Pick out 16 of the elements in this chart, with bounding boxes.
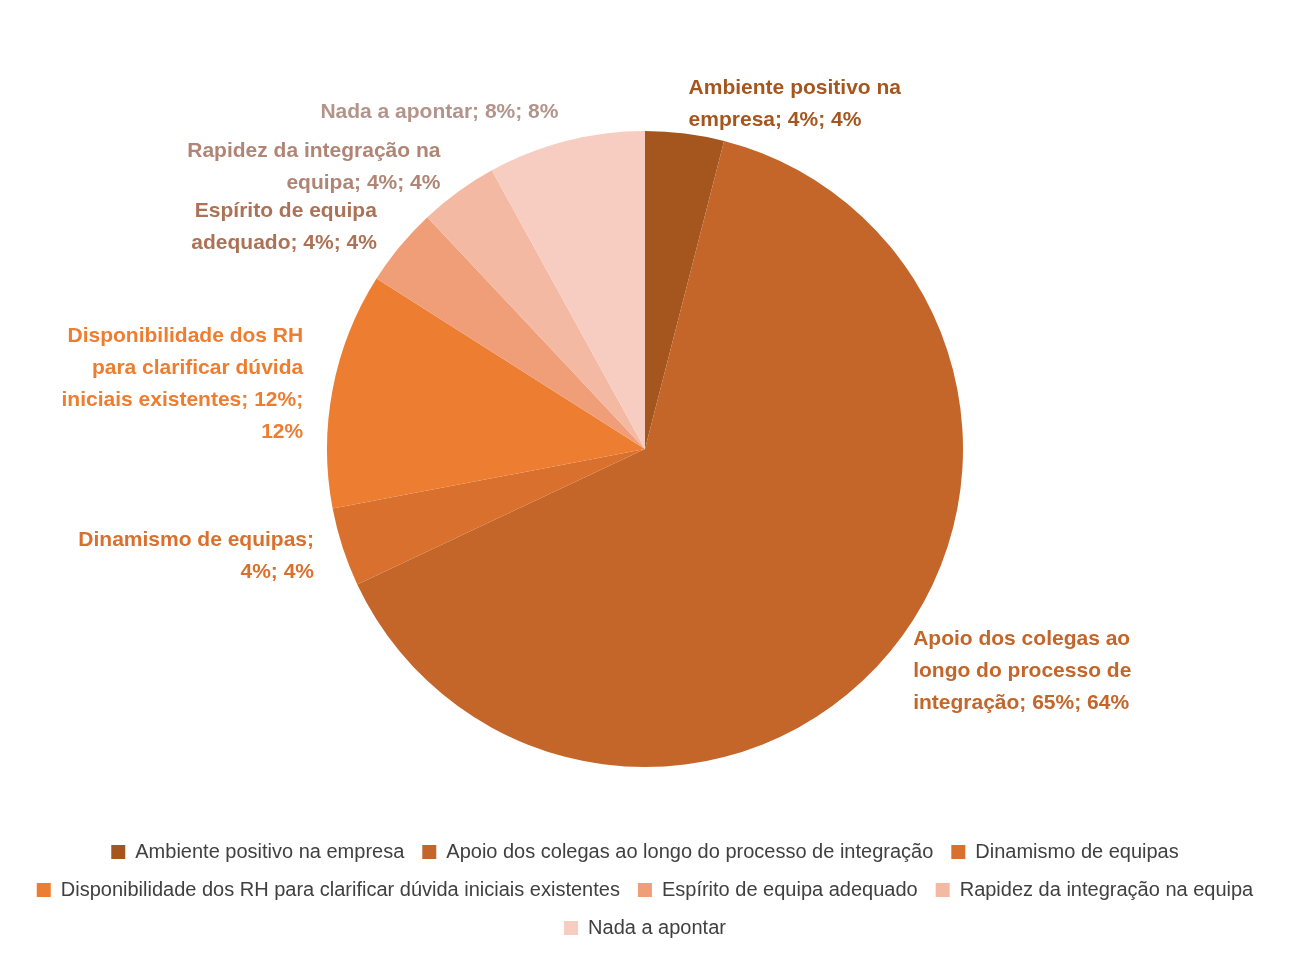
legend-label: Espírito de equipa adequado bbox=[661, 877, 918, 900]
legend-label: Dinamismo de equipas bbox=[975, 839, 1179, 862]
legend-label: Ambiente positivo na empresa bbox=[135, 839, 406, 862]
category-label: Apoio dos colegas ao longo do processo de integração; 65%; 64% bbox=[913, 625, 1132, 713]
legend-label: Apoio dos colegas ao longo do processo de integração bbox=[446, 839, 934, 862]
category-label: Espírito de equipa adequado; 4%; 4% bbox=[191, 197, 377, 253]
category-label: Dinamismo de equipas; bbox=[78, 527, 315, 551]
text: 12% bbox=[261, 418, 304, 442]
legend-label: Nada a apontar bbox=[588, 915, 727, 938]
category-label: Rapidez da integração na equipa; 4%; 4% bbox=[187, 138, 441, 194]
text: 4%; 4% bbox=[240, 559, 315, 583]
category-label: Nada a apontar; 8%; 8% bbox=[320, 98, 559, 122]
category-label: Disponibilidade dos RH para clarificar dúvida iniciais existentes; 12%; bbox=[61, 322, 304, 410]
category-label: Ambiente positivo na empresa; 4%; 4% bbox=[688, 74, 901, 130]
legend-label: Rapidez da integração na equipa bbox=[959, 877, 1255, 900]
legend-label: Disponibilidade dos RH para clarificar dúvida iniciais existentes bbox=[60, 877, 620, 900]
